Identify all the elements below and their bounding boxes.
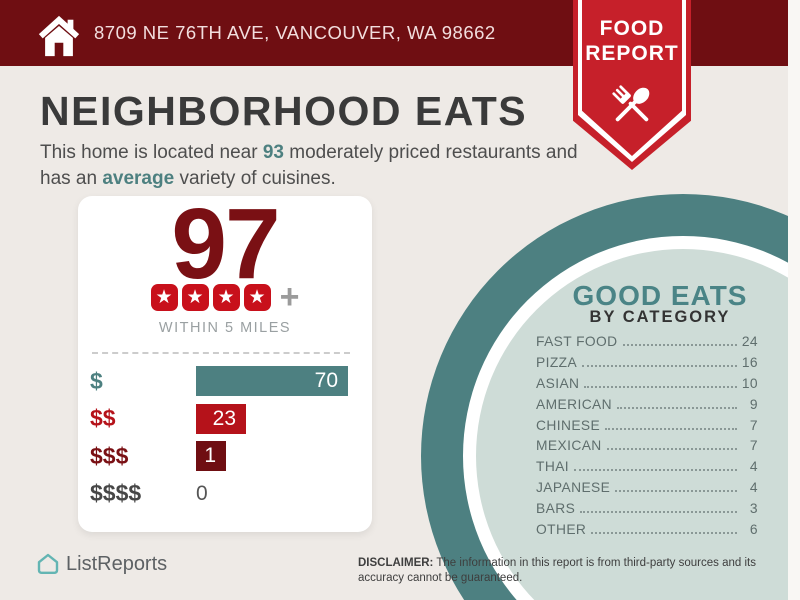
category-row: JAPANESE 4 (536, 480, 758, 501)
disclaimer-line1: DISCLAIMER: The information in this repo… (358, 557, 756, 569)
restaurant-count: 93 (262, 142, 284, 163)
dotted-leader (615, 490, 737, 493)
dotted-leader (584, 385, 737, 388)
home-icon (38, 15, 80, 57)
category-row: THAI 4 (536, 459, 758, 480)
category-row: PIZZA 16 (536, 355, 758, 376)
category-row: BARS 3 (536, 501, 758, 522)
dotted-leader (606, 448, 737, 451)
page-edge-strip (788, 0, 800, 600)
dotted-leader (605, 427, 737, 430)
good-eats-subtitle: BY CATEGORY (589, 308, 731, 326)
category-label: BARS (536, 501, 576, 517)
badge-title-line2: REPORT (585, 42, 679, 65)
disclaimer-line2: accuracy cannot be guaranteed. (358, 572, 523, 584)
summary-text: This home is located near 93 moderately … (40, 140, 640, 192)
disclaimer-label: DISCLAIMER: (358, 557, 434, 569)
badge-title: FOOD REPORT (573, 16, 691, 66)
category-row: ASIAN 10 (536, 376, 758, 397)
price-level-bar: 1 (196, 441, 226, 471)
category-value: 7 (749, 438, 758, 454)
category-label: CHINESE (536, 417, 601, 433)
category-value: 24 (741, 334, 758, 349)
star-icon: ★ (243, 284, 271, 311)
category-row: FAST FOOD 24 (536, 334, 758, 355)
dotted-leader (580, 511, 737, 514)
disclaimer: DISCLAIMER: The information in this repo… (358, 556, 770, 586)
listreports-logo: ListReports (36, 552, 167, 576)
category-row: MEXICAN 7 (536, 438, 758, 459)
price-level-row: $$ 23 (90, 403, 348, 434)
star-icon: ★ (150, 284, 178, 311)
star-icon: ★ (181, 284, 209, 311)
food-report-badge: FOOD REPORT (573, 0, 691, 170)
star-rating: ★ ★ ★ ★ + (78, 278, 372, 316)
category-value: 7 (749, 417, 758, 433)
price-level-row: $$$ 1 (90, 441, 348, 471)
variety-rating: average (102, 168, 175, 189)
category-row: AMERICAN 9 (536, 397, 758, 418)
category-value: 3 (749, 501, 758, 517)
star-icon: ★ (212, 284, 240, 311)
page-title: NEIGHBORHOOD EATS (40, 88, 528, 134)
radius-label: WITHIN 5 MILES (158, 320, 292, 336)
category-row: OTHER 6 (536, 522, 758, 543)
price-level-label: $$ (90, 405, 116, 431)
dotted-leader (574, 469, 737, 472)
score-card: 97 ★ ★ ★ ★ + WITHIN 5 MILES $70 $$ 23 $$$ 1 $$$$ 0 (78, 192, 372, 532)
dotted-leader (617, 406, 737, 409)
price-level-bar: 70 (196, 366, 348, 396)
dotted-leader (622, 344, 737, 346)
category-value: 4 (749, 459, 758, 475)
category-value: 10 (741, 375, 758, 391)
property-address: 8709 NE 76TH AVE, VANCOUVER, WA 98662 (94, 22, 496, 43)
price-level-label: $ (90, 367, 103, 394)
badge-title-line1: FOOD (599, 17, 665, 40)
dotted-leader (591, 532, 737, 535)
brand-name: ListReports (66, 552, 168, 575)
price-level-chart: $70 $$ 23 $$$ 1 $$$$ 0 (90, 366, 348, 516)
summary-line2: has an average variety of cuisines. (40, 168, 336, 189)
listreports-house-icon (37, 553, 59, 574)
category-value: 6 (749, 522, 758, 538)
category-label: MEXICAN (536, 438, 602, 454)
price-level-row: $$$$ 0 (90, 479, 348, 509)
price-level-label: $$$ (90, 442, 129, 469)
category-label: AMERICAN (536, 396, 613, 412)
summary-line1: This home is located near 93 moderately … (40, 142, 578, 163)
spoon-fork-icon (612, 85, 650, 122)
price-level-zero-value: 0 (196, 481, 208, 505)
category-row: CHINESE 7 (536, 418, 758, 439)
category-label: PIZZA (536, 354, 578, 370)
dotted-leader (582, 364, 737, 367)
category-list: FAST FOOD 24 PIZZA 16 ASIAN 10 AMERICAN 9 CHINES… (536, 334, 758, 543)
good-eats-title: GOOD EATS (572, 280, 748, 311)
category-value: 16 (741, 354, 758, 370)
restaurant-score: 97 (171, 188, 280, 300)
category-label: FAST FOOD (536, 334, 618, 349)
dashed-divider (92, 352, 350, 354)
category-value: 9 (749, 396, 758, 412)
category-label: JAPANESE (536, 480, 611, 496)
category-label: OTHER (536, 522, 587, 538)
price-level-bar: 23 (196, 403, 246, 434)
category-label: ASIAN (536, 375, 580, 391)
price-level-row: $70 (90, 366, 348, 396)
category-value: 4 (749, 480, 758, 496)
plus-icon: + (279, 278, 300, 316)
price-level-label: $$$$ (90, 480, 142, 506)
category-label: THAI (536, 459, 570, 475)
